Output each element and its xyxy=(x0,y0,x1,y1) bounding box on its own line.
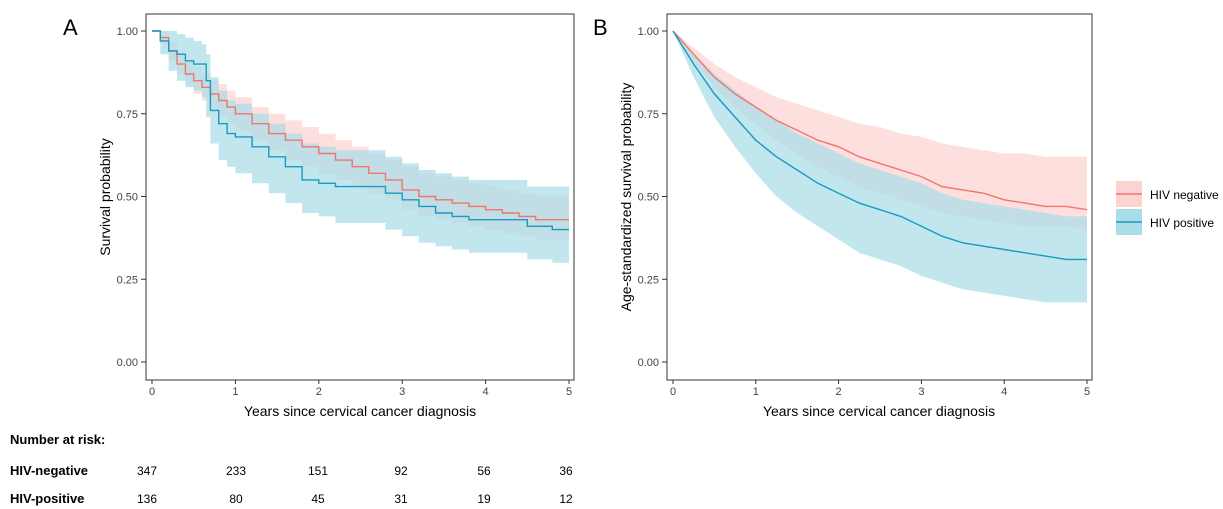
risk-table-title: Number at risk: xyxy=(10,432,105,447)
y-tick-label-0.00-b: 0.00 xyxy=(638,357,659,369)
x-tick-label-3-b: 3 xyxy=(918,386,924,398)
plot-area-b: 0.00 0.25 0.50 0.75 1.00 0 1 2 3 4 5 xyxy=(638,26,1090,398)
risk-row-label-hiv-positive: HIV-positive xyxy=(10,491,84,506)
risk-row-label-hiv-negative: HIV-negative xyxy=(10,463,88,478)
risk-value-hiv-negative-year-5: 36 xyxy=(559,464,573,478)
x-tick-label-1-a: 1 xyxy=(232,386,238,398)
y-tick-label-0.75-a: 0.75 xyxy=(117,109,138,121)
panel-label-b: B xyxy=(593,15,608,40)
hiv-positive-ci-band-a xyxy=(152,31,569,263)
risk-value-hiv-negative-year-4: 56 xyxy=(477,464,491,478)
risk-table-values: 347 233 151 92 56 36 136 80 45 31 19 12 xyxy=(137,464,573,506)
legend-label-hiv-positive: HIV positive xyxy=(1150,216,1214,230)
x-axis-title-a: Years since cervical cancer diagnosis xyxy=(244,403,476,419)
y-tick-label-0.50-a: 0.50 xyxy=(117,192,138,204)
y-tick-label-1.00-b: 1.00 xyxy=(638,26,659,38)
x-tick-label-2-a: 2 xyxy=(316,386,322,398)
plot-area-a: 0.00 0.25 0.50 0.75 1.00 0 1 2 3 4 5 xyxy=(117,26,572,398)
panel-b: B 0.00 0.25 0.50 0.75 1.00 0 1 2 3 4 5 Years since… xyxy=(593,13,1093,419)
hiv-positive-ci-band-b xyxy=(673,31,1087,303)
y-tick-label-0.25-a: 0.25 xyxy=(117,274,138,286)
x-axis-title-b: Years since cervical cancer diagnosis xyxy=(763,403,995,419)
hiv-positive-survival-line-b xyxy=(672,30,1087,261)
risk-table: Number at risk: HIV-negative HIV-positiv… xyxy=(10,432,573,506)
risk-value-hiv-negative-year-3: 92 xyxy=(394,464,408,478)
risk-value-hiv-negative-year-2: 151 xyxy=(308,464,328,478)
y-axis-title-a: Survival probability xyxy=(97,138,113,256)
x-tick-label-0-a: 0 xyxy=(149,386,155,398)
x-tick-label-4-a: 4 xyxy=(483,386,489,398)
hiv-positive-survival-line-a xyxy=(152,30,569,231)
y-axis-title-b: Age-standardized survival probability xyxy=(618,83,634,312)
risk-value-hiv-negative-year-0: 347 xyxy=(137,464,157,478)
risk-value-hiv-positive-year-3: 31 xyxy=(394,492,408,506)
risk-value-hiv-negative-year-1: 233 xyxy=(226,464,246,478)
hiv-negative-ci-band-b xyxy=(673,31,1087,230)
hiv-negative-survival-line-a xyxy=(152,30,569,221)
x-tick-label-5-a: 5 xyxy=(566,386,572,398)
x-tick-label-1-b: 1 xyxy=(753,386,759,398)
x-tick-label-0-b: 0 xyxy=(670,386,676,398)
x-tick-label-5-b: 5 xyxy=(1084,386,1090,398)
risk-value-hiv-positive-year-1: 80 xyxy=(229,492,243,506)
y-tick-label-1.00-a: 1.00 xyxy=(117,26,138,38)
legend: HIV negative HIV positive xyxy=(1116,181,1219,235)
y-tick-label-0.75-b: 0.75 xyxy=(638,109,659,121)
y-tick-label-0.00-a: 0.00 xyxy=(117,357,138,369)
y-tick-label-0.25-b: 0.25 xyxy=(638,274,659,286)
x-tick-label-3-a: 3 xyxy=(399,386,405,398)
x-tick-label-2-b: 2 xyxy=(836,386,842,398)
hiv-negative-survival-line-b xyxy=(672,30,1088,211)
panel-label-a: A xyxy=(63,15,78,40)
risk-value-hiv-positive-year-4: 19 xyxy=(477,492,491,506)
risk-value-hiv-positive-year-5: 12 xyxy=(559,492,573,506)
risk-value-hiv-positive-year-2: 45 xyxy=(311,492,325,506)
risk-value-hiv-positive-year-0: 136 xyxy=(137,492,157,506)
y-tick-label-0.50-b: 0.50 xyxy=(638,192,659,204)
panel-a: A 0.00 0.25 0.50 0.75 1.00 0 1 2 3 4 5 Years since… xyxy=(63,13,575,419)
legend-label-hiv-negative: HIV negative xyxy=(1150,188,1219,202)
x-tick-label-4-b: 4 xyxy=(1001,386,1007,398)
